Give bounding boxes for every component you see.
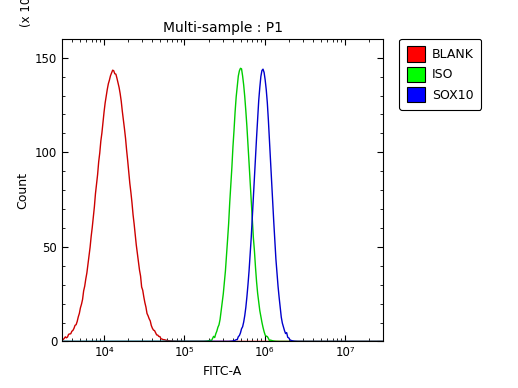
Y-axis label: Count: Count (17, 171, 30, 209)
Text: (x 10¹): (x 10¹) (20, 0, 33, 27)
Title: Multi-sample : P1: Multi-sample : P1 (163, 21, 283, 35)
Legend: BLANK, ISO, SOX10: BLANK, ISO, SOX10 (399, 39, 481, 110)
X-axis label: FITC-A: FITC-A (203, 365, 242, 378)
